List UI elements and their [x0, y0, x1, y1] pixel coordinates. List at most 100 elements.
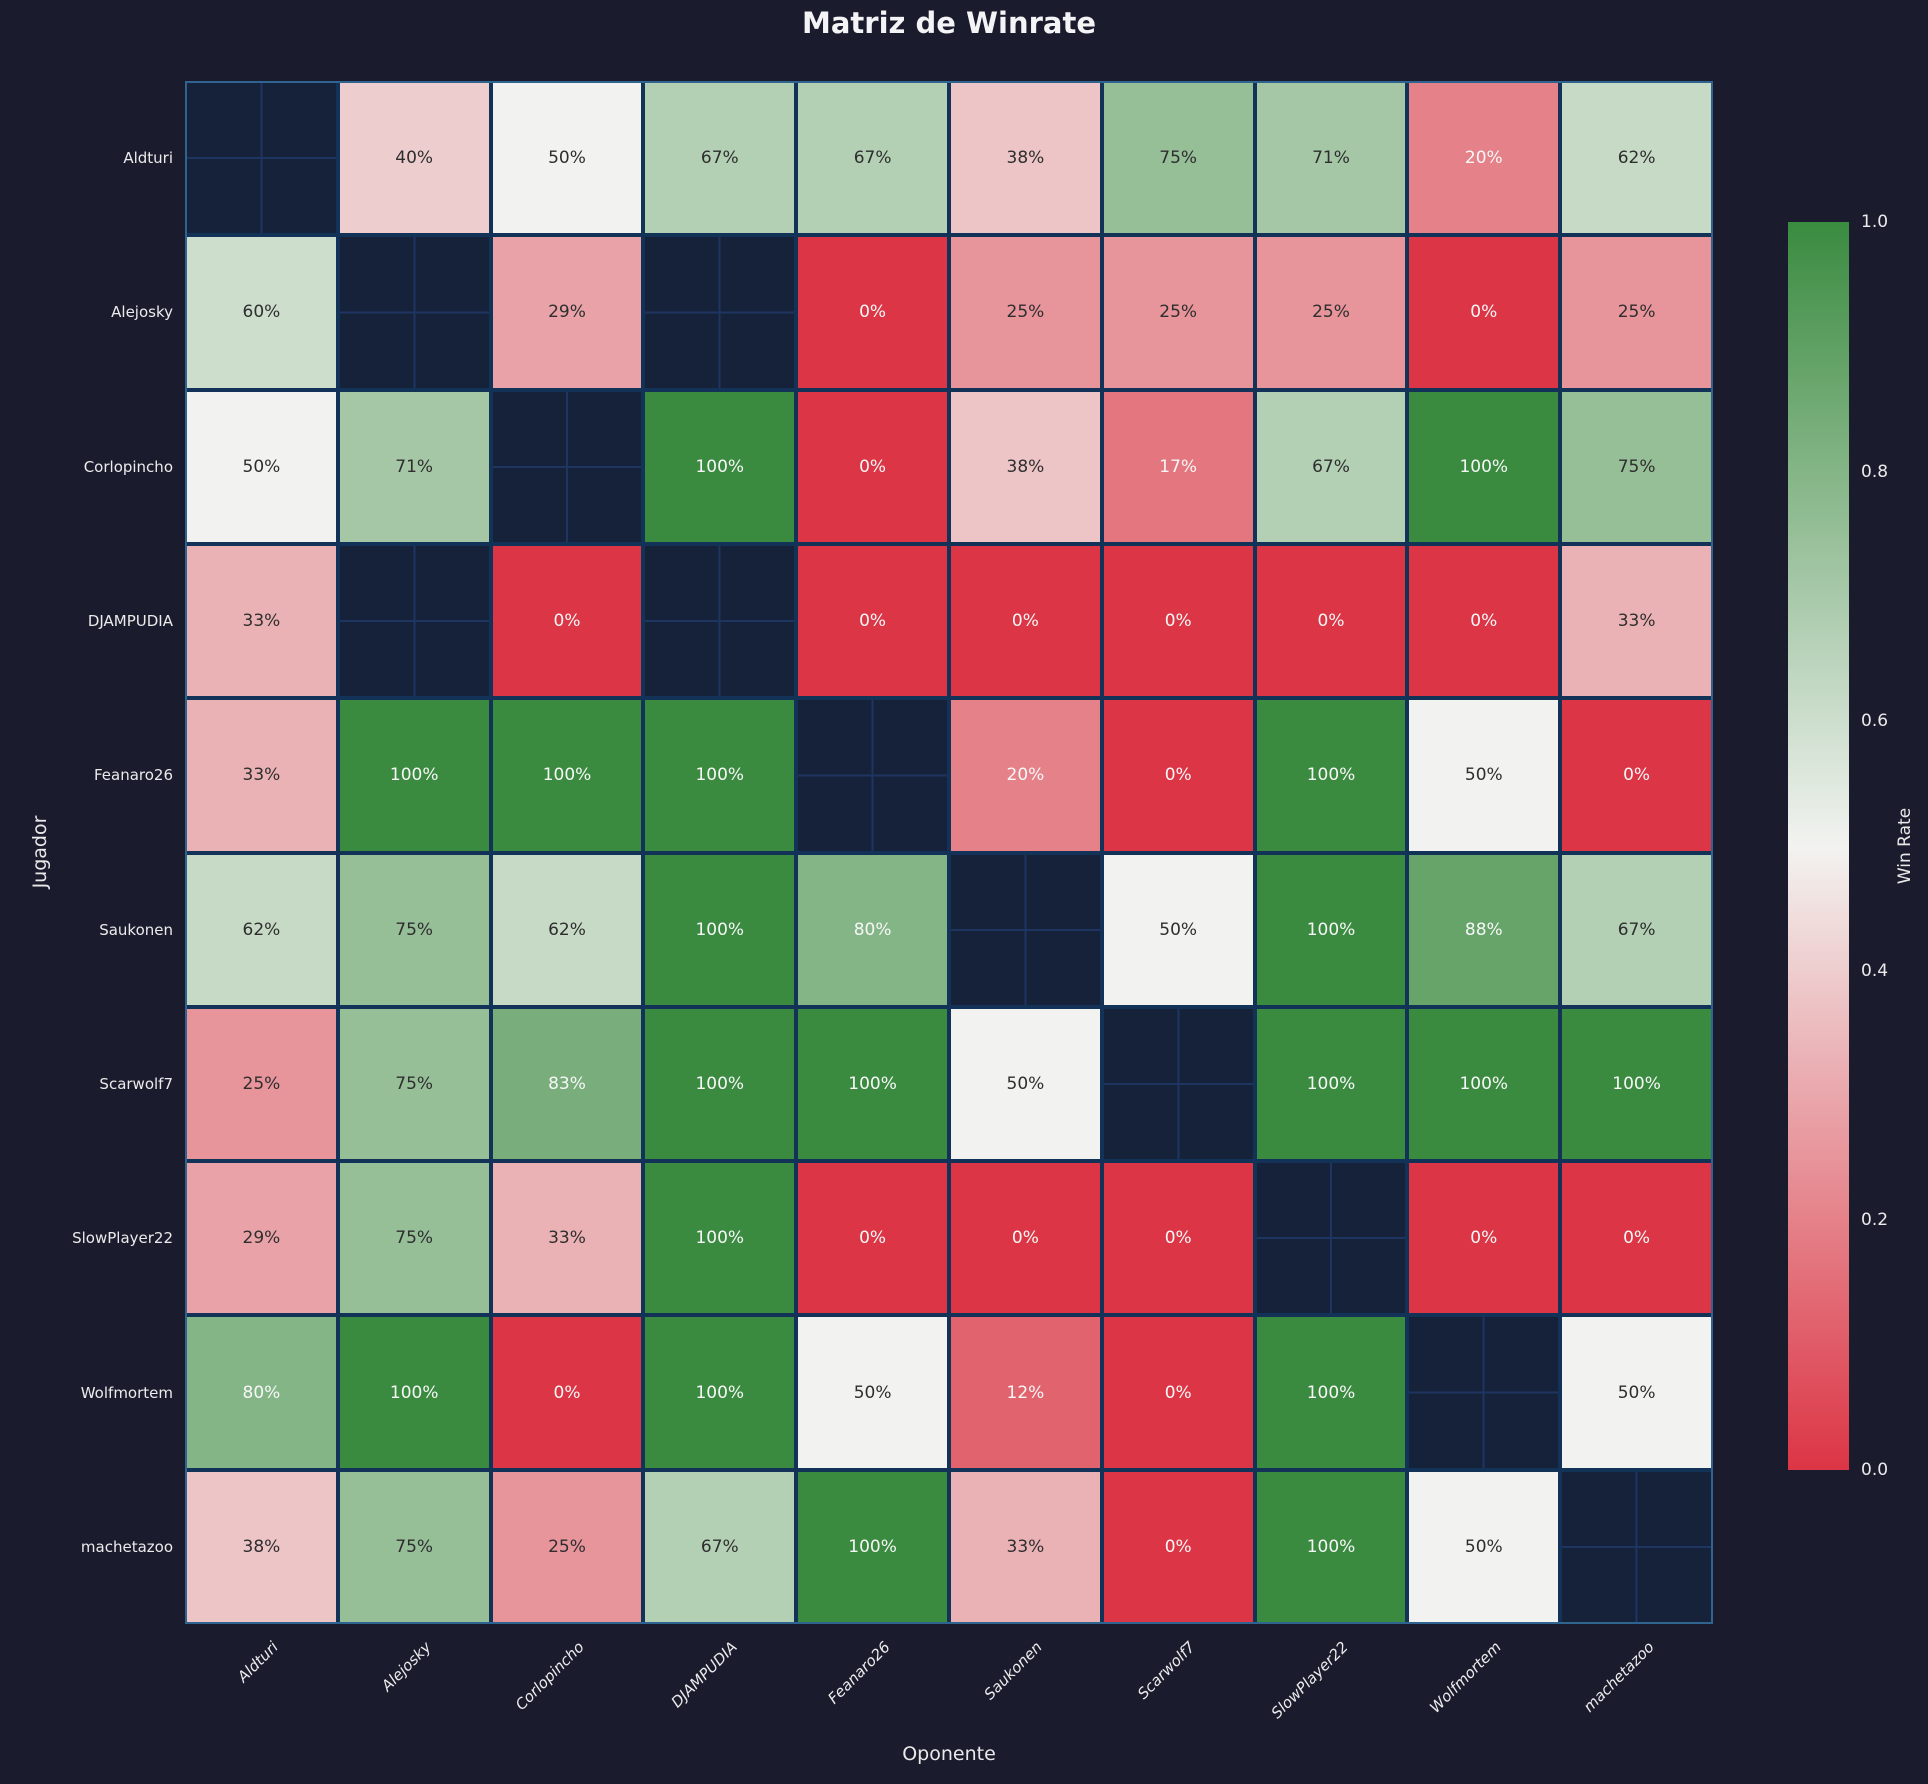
heatmap-cell: 0% — [1104, 1472, 1253, 1622]
heatmap-cell: 67% — [798, 83, 947, 233]
heatmap-cell: 62% — [187, 855, 336, 1005]
heatmap-cell: 80% — [798, 855, 947, 1005]
heatmap-cell: 33% — [187, 700, 336, 850]
heatmap-cell: 17% — [1104, 392, 1253, 542]
heatmap-cell — [645, 237, 794, 387]
heatmap-cell: 50% — [1409, 1472, 1558, 1622]
colorbar-title: Win Rate — [1895, 808, 1915, 884]
heatmap-cell: 100% — [1257, 855, 1406, 1005]
heatmap-cell — [493, 392, 642, 542]
heatmap-cell: 50% — [1409, 700, 1558, 850]
heatmap-cell: 0% — [1104, 700, 1253, 850]
colorbar-tick-label: 0.8 — [1861, 462, 1888, 482]
heatmap-cell: 100% — [645, 1009, 794, 1159]
heatmap-cell: 0% — [1562, 700, 1711, 850]
heatmap-cell: 100% — [645, 700, 794, 850]
heatmap-cell: 29% — [187, 1163, 336, 1313]
y-tick-label: SlowPlayer22 — [0, 1161, 173, 1315]
heatmap-cell: 71% — [1257, 83, 1406, 233]
heatmap-cell: 0% — [951, 1163, 1100, 1313]
y-tick-label: Wolfmortem — [0, 1315, 173, 1469]
heatmap-cell: 0% — [1409, 1163, 1558, 1313]
heatmap-cell: 0% — [798, 546, 947, 696]
heatmap-cell — [340, 546, 489, 696]
x-axis-title: Oponente — [185, 1743, 1713, 1765]
heatmap-cell: 0% — [798, 1163, 947, 1313]
heatmap-cell: 50% — [1104, 855, 1253, 1005]
heatmap-cell — [187, 83, 336, 233]
heatmap-cell: 0% — [493, 1317, 642, 1467]
heatmap-cell: 75% — [340, 1163, 489, 1313]
heatmap-cell: 80% — [187, 1317, 336, 1467]
heatmap-cell: 33% — [493, 1163, 642, 1313]
x-tick-label: Scarwolf7 — [1134, 1638, 1199, 1703]
heatmap-cell: 100% — [1257, 1317, 1406, 1467]
heatmap-cell — [1104, 1009, 1253, 1159]
x-tick-label: Saukonen — [981, 1638, 1046, 1703]
heatmap-cell — [798, 700, 947, 850]
heatmap-cell: 50% — [798, 1317, 947, 1467]
heatmap-cell: 25% — [951, 237, 1100, 387]
x-tick-label: Feanaro26 — [824, 1638, 893, 1707]
heatmap-cell: 100% — [1562, 1009, 1711, 1159]
heatmap-cell: 100% — [340, 700, 489, 850]
y-axis-title: Jugador — [29, 816, 51, 889]
y-tick-label: Alejosky — [0, 235, 173, 389]
y-tick-label: machetazoo — [0, 1470, 173, 1624]
heatmap-cell: 88% — [1409, 855, 1558, 1005]
y-tick-label: Aldturi — [0, 81, 173, 235]
colorbar-tick-label: 0.2 — [1861, 1210, 1888, 1230]
heatmap-cell: 50% — [1562, 1317, 1711, 1467]
heatmap-cell — [1562, 1472, 1711, 1622]
heatmap-cell: 25% — [1257, 237, 1406, 387]
y-tick-label: Scarwolf7 — [0, 1007, 173, 1161]
heatmap-cell: 0% — [1104, 546, 1253, 696]
heatmap-cell: 20% — [951, 700, 1100, 850]
heatmap-cell: 75% — [340, 1472, 489, 1622]
heatmap-cell: 71% — [340, 392, 489, 542]
colorbar-tick-label: 0.0 — [1861, 1460, 1888, 1480]
heatmap-cell: 83% — [493, 1009, 642, 1159]
heatmap-cell — [645, 546, 794, 696]
heatmap-cell: 20% — [1409, 83, 1558, 233]
heatmap-cell: 67% — [645, 83, 794, 233]
heatmap-cell: 67% — [1257, 392, 1406, 542]
heatmap-cell: 33% — [951, 1472, 1100, 1622]
heatmap-cell: 100% — [798, 1009, 947, 1159]
heatmap-cell: 25% — [1562, 237, 1711, 387]
heatmap-cell: 100% — [645, 1163, 794, 1313]
y-tick-label: Saukonen — [0, 853, 173, 1007]
heatmap-cell — [951, 855, 1100, 1005]
heatmap-cell: 0% — [1257, 546, 1406, 696]
heatmap-cell: 0% — [798, 237, 947, 387]
heatmap-cell: 0% — [798, 392, 947, 542]
heatmap-cell: 100% — [798, 1472, 947, 1622]
heatmap-cell: 0% — [1562, 1163, 1711, 1313]
heatmap-cell: 0% — [1409, 546, 1558, 696]
heatmap-grid: 40%50%67%67%38%75%71%20%62%60%29%0%25%25… — [185, 81, 1713, 1624]
heatmap-cell: 33% — [1562, 546, 1711, 696]
colorbar-tick-label: 0.4 — [1861, 961, 1888, 981]
x-tick-label: Aldturi — [234, 1638, 282, 1686]
heatmap-cell: 38% — [951, 392, 1100, 542]
heatmap-cell: 50% — [951, 1009, 1100, 1159]
heatmap-cell — [340, 237, 489, 387]
heatmap-cell: 75% — [340, 855, 489, 1005]
colorbar — [1788, 222, 1849, 1470]
heatmap-cell: 100% — [1257, 1472, 1406, 1622]
heatmap-cell: 29% — [493, 237, 642, 387]
heatmap-cell: 100% — [1409, 1009, 1558, 1159]
heatmap-cell: 38% — [951, 83, 1100, 233]
heatmap-cell: 100% — [340, 1317, 489, 1467]
x-tick-label: Wolfmortem — [1426, 1638, 1505, 1717]
heatmap-cell: 100% — [645, 855, 794, 1005]
heatmap-cell: 67% — [645, 1472, 794, 1622]
heatmap-cell: 60% — [187, 237, 336, 387]
heatmap-cell: 62% — [493, 855, 642, 1005]
heatmap-cell: 100% — [1257, 700, 1406, 850]
x-tick-label: machetazoo — [1579, 1638, 1657, 1716]
x-tick-label: DJAMPUDIA — [667, 1638, 740, 1711]
x-tick-label: Alejosky — [378, 1638, 435, 1695]
y-tick-label: Corlopincho — [0, 390, 173, 544]
x-tick-label: SlowPlayer22 — [1268, 1638, 1352, 1722]
